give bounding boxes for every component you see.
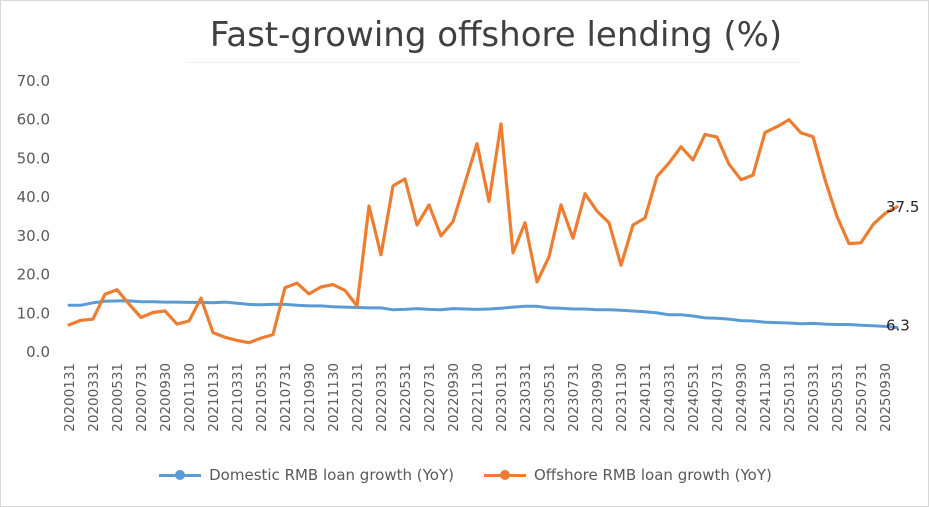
x-tick-label: 20200731: [134, 363, 150, 432]
legend-label-domestic: Domestic RMB loan growth (YoY): [209, 466, 454, 484]
legend-swatch-offshore: [483, 469, 526, 481]
y-tick-label: 0.0: [26, 343, 50, 361]
legend-item-domestic[interactable]: Domestic RMB loan growth (YoY): [159, 466, 454, 484]
x-tick-label: 20230331: [518, 363, 534, 432]
offshore-end-label: 37.5: [886, 198, 919, 216]
x-tick-label: 20230531: [542, 363, 558, 432]
x-tick-label: 20200131: [62, 363, 78, 432]
offshore-series-line: [67, 118, 899, 345]
x-tick-label: 20240930: [734, 363, 750, 432]
chart-title: Fast-growing offshore lending (%): [209, 15, 783, 55]
x-tick-label: 20250731: [854, 363, 870, 432]
y-tick-label: 70.0: [17, 72, 50, 90]
legend-item-offshore[interactable]: Offshore RMB loan growth (YoY): [483, 466, 772, 484]
x-tick-label: 20211130: [326, 363, 342, 432]
domestic-series-line: [67, 299, 899, 330]
series-lines: [67, 118, 899, 345]
legend-label-offshore: Offshore RMB loan growth (YoY): [533, 466, 772, 484]
x-tick-label: 20250131: [782, 363, 798, 432]
x-tick-label: 20210131: [206, 363, 222, 432]
legend: Domestic RMB loan growth (YoY) Offshore …: [1, 466, 928, 484]
x-tick-label: 20250331: [806, 363, 822, 432]
y-tick-label: 20.0: [17, 266, 50, 284]
x-tick-label: 20201130: [182, 363, 198, 432]
x-tick-label: 20240331: [662, 363, 678, 432]
x-tick-label: 20220331: [374, 363, 390, 432]
x-tick-label: 20200331: [86, 363, 102, 432]
x-tick-label: 20230731: [566, 363, 582, 432]
x-tick-label: 20220731: [422, 363, 438, 432]
x-tick-label: 20250930: [878, 363, 894, 432]
y-tick-label: 10.0: [17, 304, 50, 322]
y-tick-label: 30.0: [17, 227, 50, 245]
x-tick-label: 20210930: [302, 363, 318, 432]
x-tick-label: 20230131: [494, 363, 510, 432]
y-axis-ticks: 0.0 10.0 20.0 30.0 40.0 50.0 60.0 70.0: [17, 72, 50, 361]
x-tick-label: 20240731: [710, 363, 726, 432]
x-tick-label: 20210531: [254, 363, 270, 432]
x-tick-label: 20220930: [446, 363, 462, 432]
y-tick-label: 50.0: [17, 149, 50, 167]
end-labels: 6.3 37.5: [886, 198, 919, 335]
y-tick-label: 60.0: [17, 111, 50, 129]
x-tick-label: 20220531: [398, 363, 414, 432]
x-tick-label: 20200531: [110, 363, 126, 432]
x-tick-label: 20231130: [614, 363, 630, 432]
x-tick-label: 20241130: [758, 363, 774, 432]
domestic-end-label: 6.3: [886, 317, 910, 335]
x-tick-label: 20200930: [158, 363, 174, 432]
x-tick-label: 20210331: [230, 363, 246, 432]
x-tick-label: 20240131: [638, 363, 654, 432]
legend-swatch-domestic: [159, 469, 202, 481]
y-tick-label: 40.0: [17, 188, 50, 206]
x-tick-label: 20221130: [470, 363, 486, 432]
x-tick-label: 20230930: [590, 363, 606, 432]
x-tick-label: 20240531: [686, 363, 702, 432]
x-tick-label: 20210731: [278, 363, 294, 432]
x-tick-label: 20250531: [830, 363, 846, 432]
x-tick-label: 20220131: [350, 363, 366, 432]
x-axis-ticks: 20200131 20200331 20200531 20200731 20200930…: [62, 363, 894, 432]
